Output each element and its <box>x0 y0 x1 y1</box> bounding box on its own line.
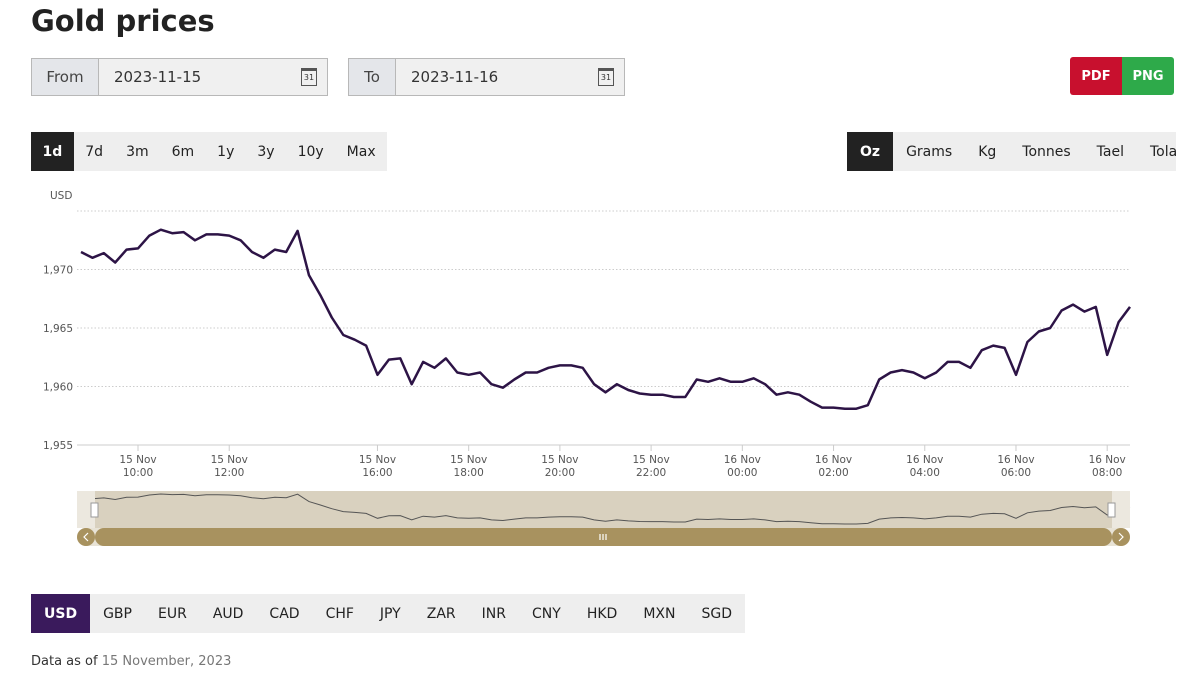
y-axis-title: USD <box>50 190 72 202</box>
footer: Data as of 15 November, 2023 <box>31 654 231 669</box>
toggle-button[interactable]: 1d <box>31 132 74 171</box>
toggle-button[interactable]: EUR <box>157 605 187 622</box>
scroll-right[interactable] <box>1112 528 1130 546</box>
png-button[interactable]: PNG <box>1122 57 1174 95</box>
toggle-button[interactable]: 3y <box>257 143 275 160</box>
from-input[interactable]: From 2023-11-15 31 <box>31 58 328 96</box>
navigator <box>77 491 1130 528</box>
to-date: 2023-11-16 <box>411 68 499 86</box>
toggle-button[interactable]: HKD <box>586 605 618 622</box>
page-title: Gold prices <box>31 4 215 38</box>
x-tick-label: 15 Nov 22:00 <box>632 454 670 479</box>
toggle-button[interactable]: Oz <box>847 132 894 171</box>
toggle-button[interactable]: JPY <box>379 605 401 622</box>
calendar-icon[interactable]: 31 <box>301 68 317 86</box>
x-tick-label: 16 Nov 06:00 <box>997 454 1035 479</box>
from-label: From <box>32 59 99 95</box>
toggle-button[interactable]: Tonnes <box>1022 143 1071 160</box>
toggle-button[interactable]: Grams <box>906 143 953 160</box>
x-tick-label: 16 Nov 00:00 <box>723 454 761 479</box>
navigator-handle[interactable] <box>90 502 99 518</box>
y-tick-label: 1,960 <box>43 382 73 394</box>
unit-buttons: Oz Grams Kg Tonnes Tael Tola <box>847 132 1177 171</box>
toggle-button[interactable]: GBP <box>103 605 132 622</box>
toggle-button[interactable]: Kg <box>978 143 997 160</box>
toggle-button[interactable]: USD <box>31 594 91 633</box>
calendar-icon[interactable]: 31 <box>598 68 614 86</box>
to-input[interactable]: To 2023-11-16 31 <box>348 58 625 96</box>
x-tick-label: 15 Nov 20:00 <box>541 454 579 479</box>
footer-date: 15 November, 2023 <box>101 654 232 669</box>
toggle-button[interactable]: ZAR <box>426 605 456 622</box>
currency-buttons: USD GBP EUR AUD CAD CHF JPY ZAR INR CNY HKD MXN SGD <box>31 594 745 633</box>
navigator-mask <box>77 491 95 528</box>
x-tick-label: 15 Nov 18:00 <box>450 454 488 479</box>
y-tick-label: 1,970 <box>43 265 73 277</box>
x-tick-label: 16 Nov 02:00 <box>814 454 853 479</box>
toggle-button[interactable]: Tael <box>1096 143 1124 160</box>
x-tick-label: 16 Nov 08:00 <box>1088 454 1126 479</box>
price-line <box>80 228 1131 410</box>
to-label: To <box>349 59 396 95</box>
chart: 1,970 1,965 1,960 1,955 USD <box>43 190 1131 546</box>
footer-label: Data as of <box>31 654 98 669</box>
x-tick-label: 15 Nov 10:00 <box>119 454 157 479</box>
toggle-button[interactable]: MXN <box>643 605 676 622</box>
toggle-button[interactable]: CAD <box>269 605 300 622</box>
pdf-button[interactable]: PDF <box>1070 57 1122 95</box>
toggle-button[interactable]: CNY <box>532 605 561 622</box>
from-date: 2023-11-15 <box>114 68 202 86</box>
y-tick-label: 1,965 <box>43 323 73 335</box>
toggle-button[interactable]: 7d <box>85 143 104 160</box>
x-tick-label: 15 Nov 16:00 <box>358 454 397 479</box>
scroll-icons <box>83 532 1124 542</box>
x-tick-label: 16 Nov 04:00 <box>906 454 944 479</box>
x-tick-label: 15 Nov 12:00 <box>210 454 248 479</box>
toggle-button[interactable]: CHF <box>325 605 354 622</box>
navigator-mask <box>1112 491 1130 528</box>
navigator-line <box>80 493 1131 525</box>
export-buttons: PDF PNG <box>1070 57 1174 95</box>
range-buttons: 1d 7d 3m 6m 1y 3y 10y Max <box>31 132 388 171</box>
toggle-button[interactable]: AUD <box>212 605 244 622</box>
toggle-button[interactable]: 6m <box>171 143 195 160</box>
toggle-button[interactable]: Tola <box>1150 143 1178 160</box>
navigator-handle[interactable] <box>1107 502 1116 518</box>
toggle-button[interactable]: SGD <box>701 605 732 622</box>
toggle-button[interactable]: 3m <box>126 143 149 160</box>
toggle-button[interactable]: 10y <box>297 143 324 160</box>
toggle-button[interactable]: Max <box>346 143 376 160</box>
toggle-button[interactable]: INR <box>481 605 506 622</box>
scroll-left[interactable] <box>77 528 95 546</box>
y-tick-label: 1,955 <box>43 440 73 452</box>
toggle-button[interactable]: 1y <box>217 143 235 160</box>
